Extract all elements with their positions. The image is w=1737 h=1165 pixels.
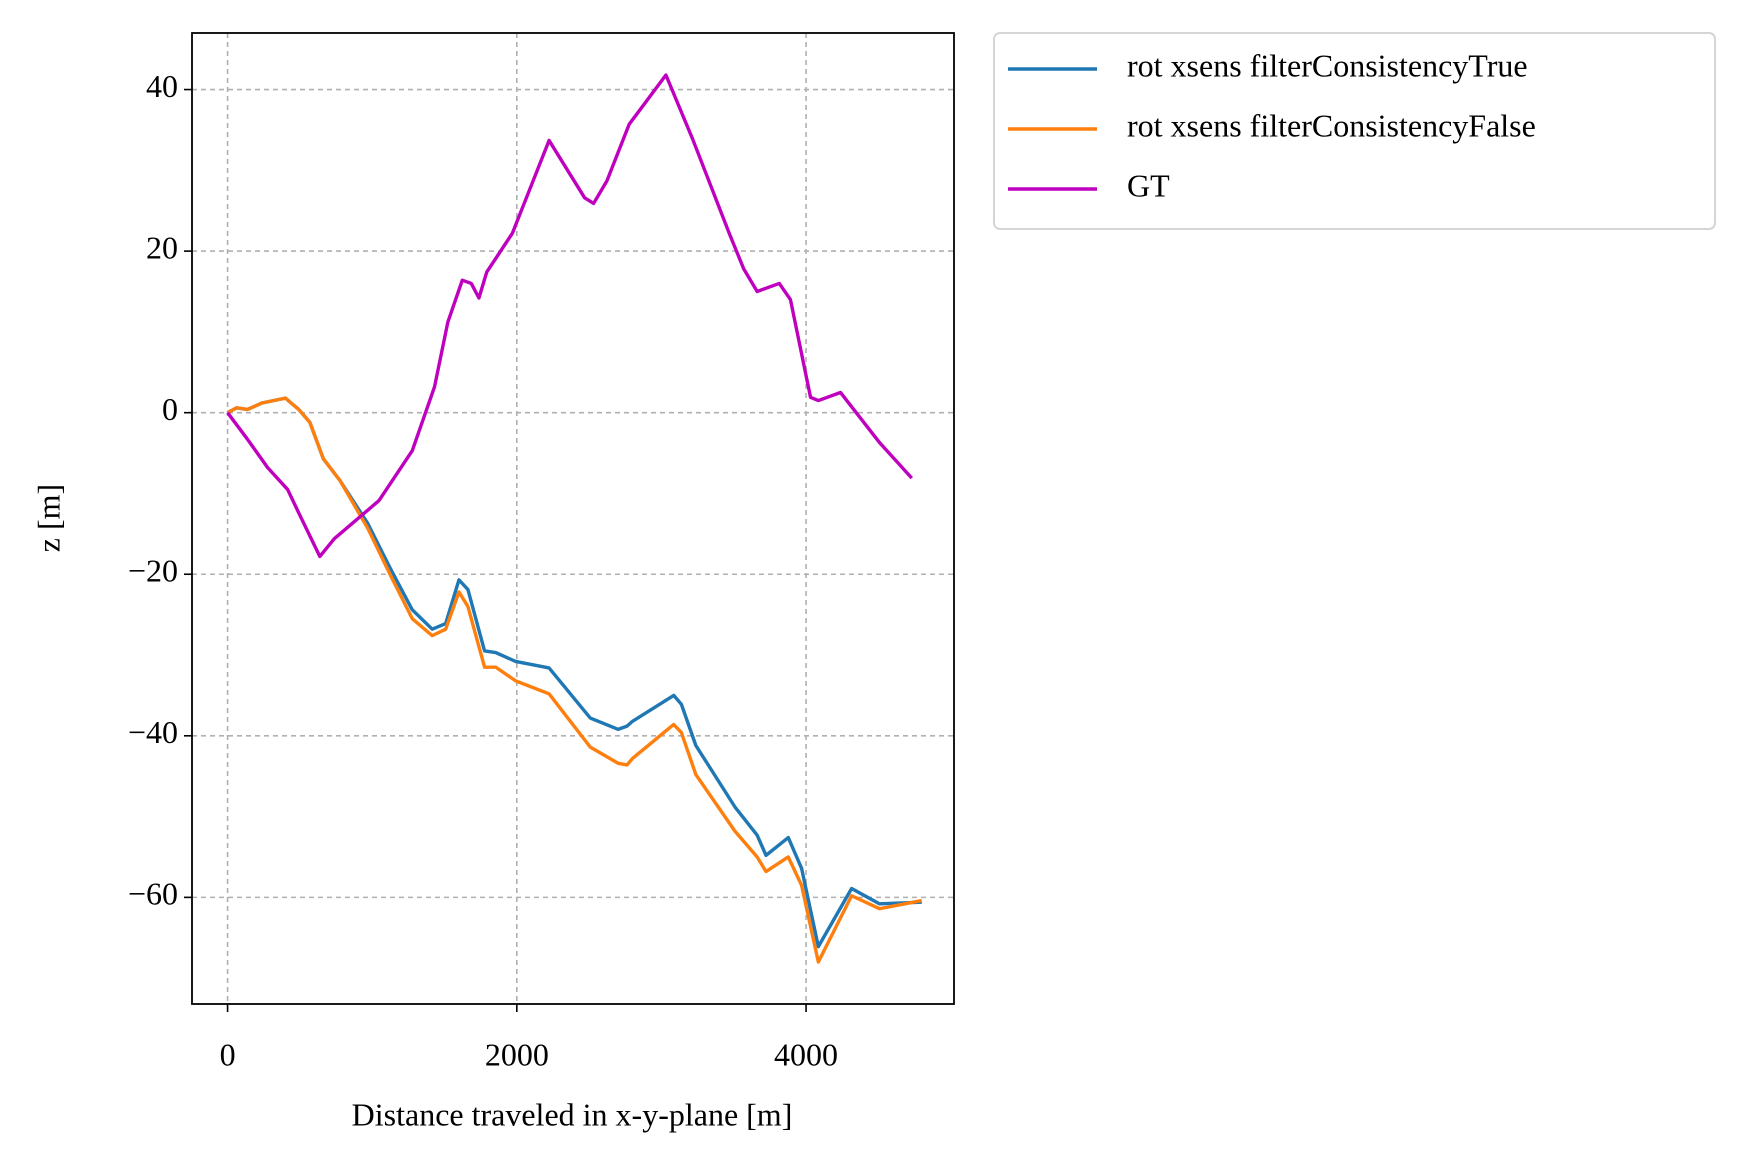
grid — [192, 33, 954, 1004]
data-line — [226, 73, 914, 559]
x-tick-label: 4000 — [774, 1036, 838, 1072]
data-line — [226, 396, 922, 949]
data-line — [226, 396, 923, 964]
plot-frame — [191, 32, 955, 1005]
y-tick-label: 20 — [146, 229, 178, 265]
y-axis-label: z [m] — [30, 484, 66, 552]
x-axis-label: Distance traveled in x-y-plane [m] — [352, 1096, 793, 1132]
legend-label: rot xsens filterConsistencyTrue — [1127, 47, 1528, 83]
y-tick-label: −40 — [128, 714, 178, 750]
x-tick-label: 2000 — [485, 1036, 549, 1072]
y-tick-label: −60 — [128, 876, 178, 912]
legend-label: rot xsens filterConsistencyFalse — [1127, 107, 1536, 143]
legend: rot xsens filterConsistencyTrue rot xsens… — [993, 32, 1716, 230]
y-tick-label: −20 — [128, 553, 178, 589]
legend-label: GT — [1127, 167, 1170, 203]
y-tick-label: 0 — [162, 391, 178, 427]
legend-box — [993, 32, 1716, 230]
x-tick-label: 0 — [220, 1036, 236, 1072]
y-tick-label: 40 — [146, 68, 178, 104]
